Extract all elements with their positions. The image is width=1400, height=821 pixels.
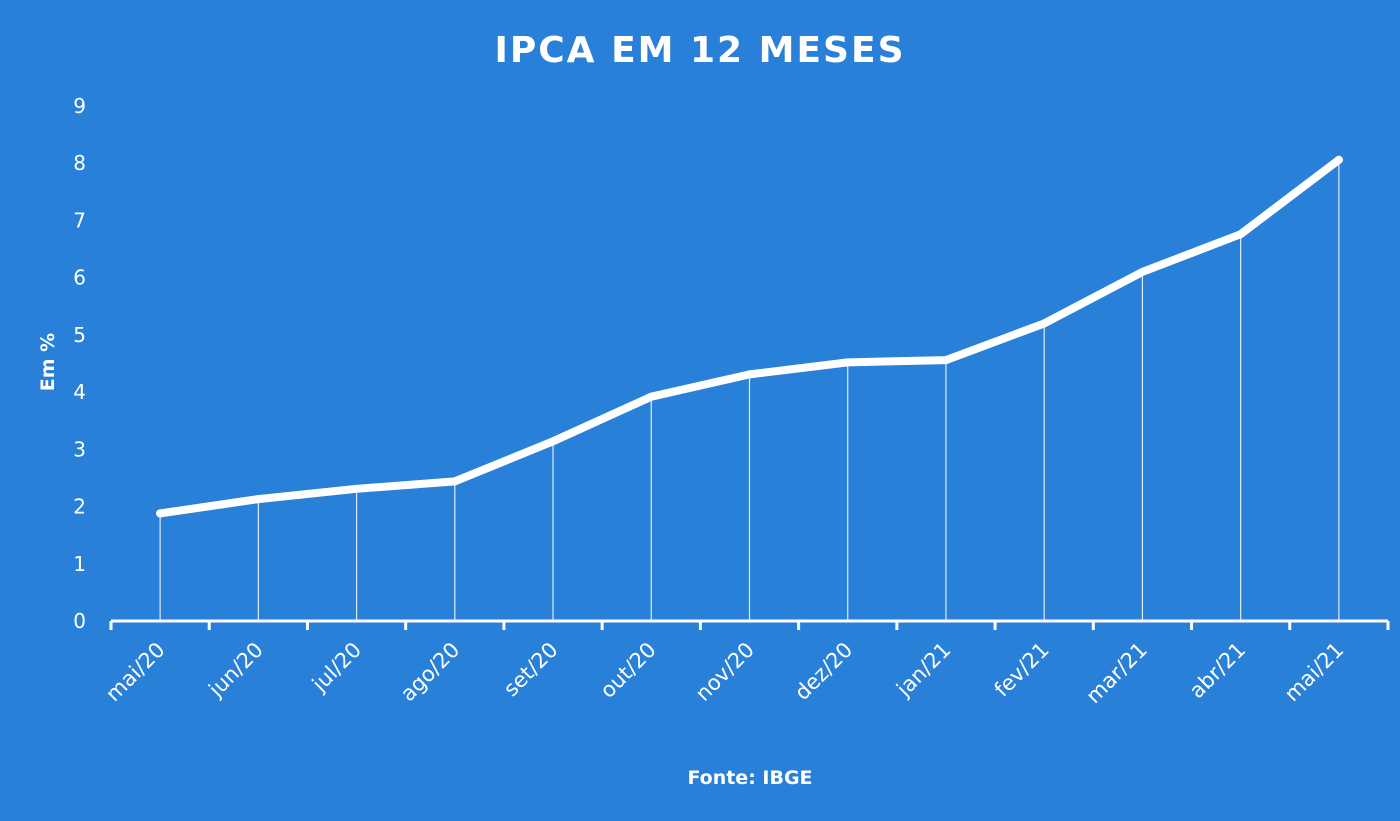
data-point [1334, 155, 1343, 164]
data-point [549, 437, 558, 446]
x-tick-label: out/20 [596, 638, 661, 703]
y-tick-label: 1 [73, 552, 86, 576]
data-point [941, 356, 950, 365]
y-tick-label: 9 [73, 94, 86, 118]
data-point [745, 370, 754, 379]
data-point [156, 509, 165, 518]
x-tick-label: mar/21 [1081, 638, 1152, 709]
data-point [1040, 319, 1049, 328]
data-point [352, 484, 361, 493]
chart-title: IPCA EM 12 MESES [494, 30, 905, 71]
y-tick-label: 5 [73, 323, 86, 347]
x-tick-label: dez/20 [790, 638, 857, 705]
x-tick-label: jul/20 [307, 638, 366, 697]
x-axis-ticks: mai/20 jun/20 jul/20 ago/20 set/20 out/20 nov/… [101, 638, 1348, 709]
x-tick-label: fev/21 [990, 638, 1054, 702]
y-tick-label: 8 [73, 151, 86, 175]
y-tick-label: 3 [73, 437, 86, 461]
x-tick-label: jan/21 [891, 638, 955, 702]
y-tick-label: 6 [73, 266, 86, 290]
data-point [1138, 267, 1147, 276]
x-tick-label: nov/20 [691, 638, 759, 706]
data-point [843, 358, 852, 367]
data-point [450, 477, 459, 486]
y-tick-label: 4 [73, 380, 86, 404]
x-tick-label: set/20 [499, 638, 563, 702]
y-tick-label: 0 [73, 609, 86, 633]
data-point [647, 392, 656, 401]
x-tick-label: jun/20 [203, 638, 268, 703]
x-tick-label: ago/20 [396, 638, 464, 706]
y-tick-label: 7 [73, 208, 86, 232]
y-axis-label: Em % [37, 333, 59, 391]
x-tick-label: mai/20 [101, 638, 170, 707]
x-axis [109, 619, 1390, 630]
x-tick-label: abr/21 [1185, 638, 1251, 704]
y-axis-ticks: 0 1 2 3 4 5 6 7 8 9 [73, 94, 86, 633]
data-point [1236, 230, 1245, 239]
source-note: Fonte: IBGE [687, 767, 812, 789]
y-tick-label: 2 [73, 495, 86, 519]
x-tick-label: mai/21 [1280, 638, 1349, 707]
drop-lines [159, 159, 1340, 621]
series-layer [156, 155, 1343, 518]
data-point [254, 495, 263, 504]
